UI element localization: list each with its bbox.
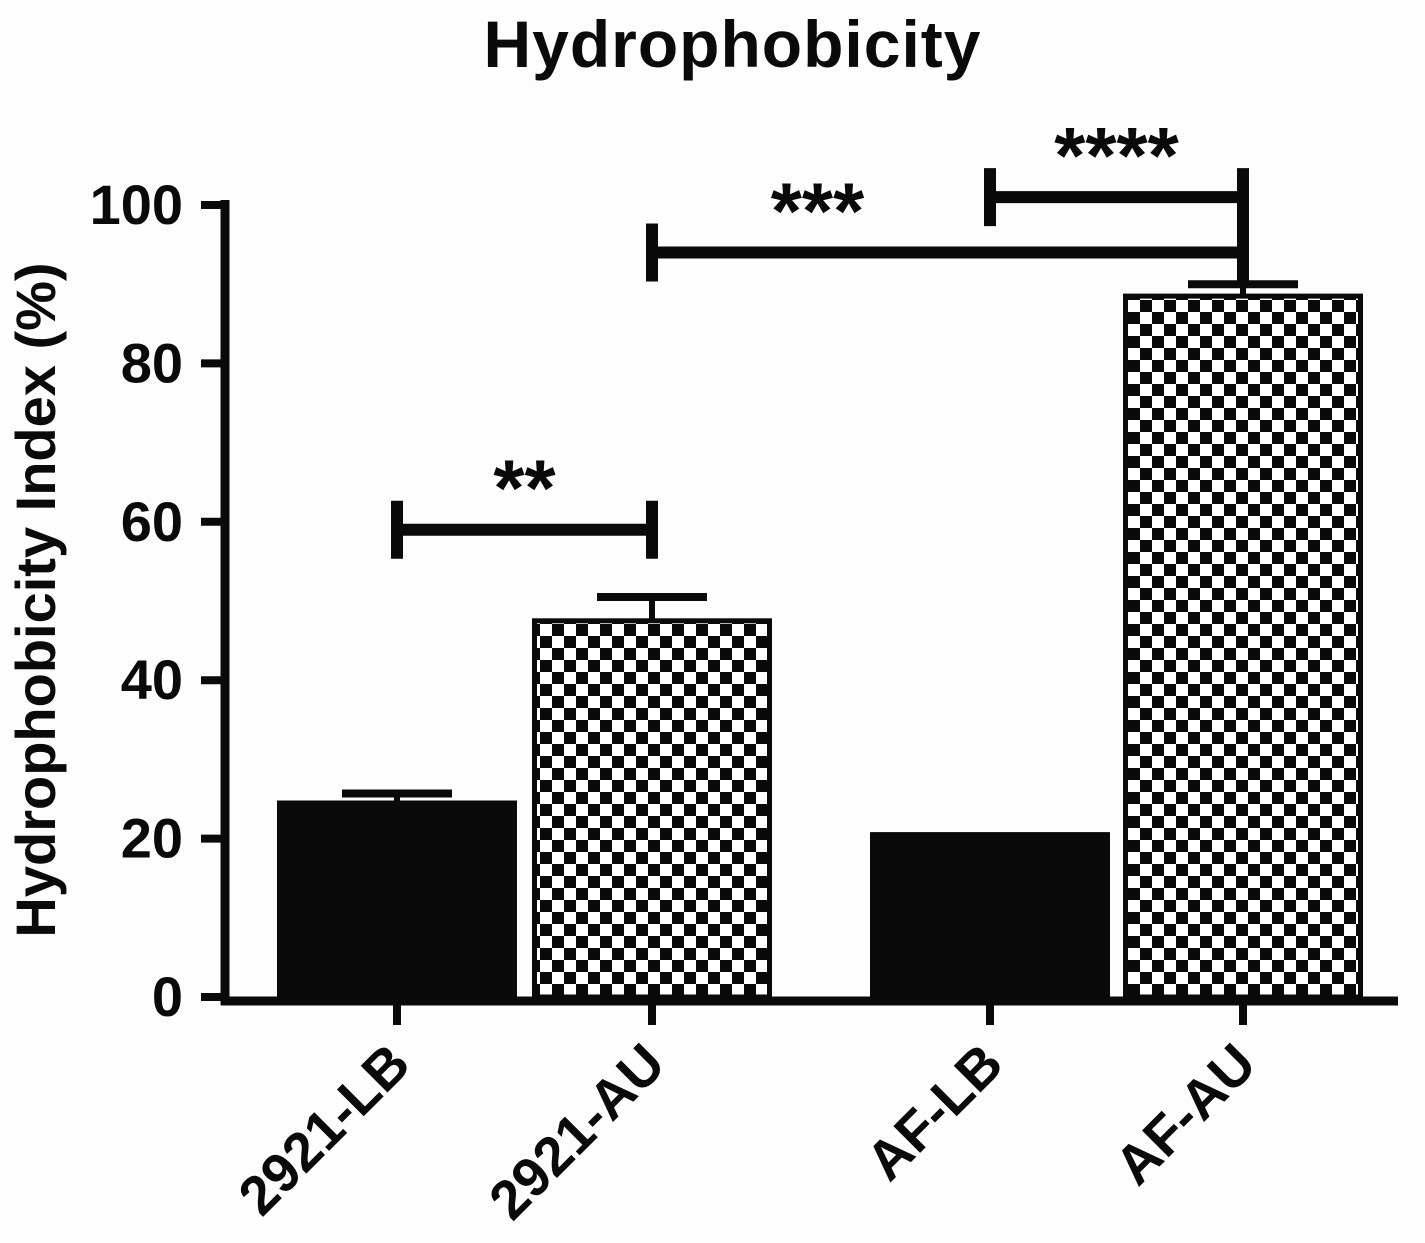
bar-AF-LB [870,832,1110,1000]
y-tick-label: 0 [152,965,183,1028]
x-tick-label-2921-LB: 2921-LB [226,1032,421,1227]
x-tick-label-AF-AU: AF-AU [1103,1032,1268,1197]
bar-AF-AU [1123,293,1363,1000]
y-tick-label: 40 [121,648,183,711]
x-tick-label-2921-AU: 2921-AU [477,1032,676,1231]
sig-label: **** [1054,111,1179,200]
y-tick-label: 60 [121,490,183,553]
chart-title: Hydrophobicity [483,7,982,81]
bar-2921-LB [277,800,517,1000]
y-tick-label: 100 [90,173,183,236]
sig-label: *** [771,167,865,256]
x-tick-label-AF-LB: AF-LB [854,1032,1014,1192]
bar-2921-AU [532,618,772,1000]
sig-label: ** [493,444,556,533]
y-tick-label: 20 [121,807,183,870]
y-tick-label: 80 [121,331,183,394]
